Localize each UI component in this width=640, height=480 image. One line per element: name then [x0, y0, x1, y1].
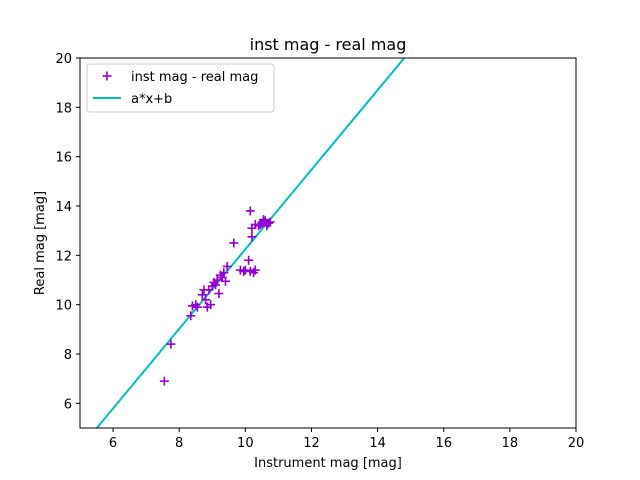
y-tick-label: 12 [55, 249, 72, 264]
legend: inst mag - real mag a*x+b [86, 63, 275, 113]
data-point [229, 238, 239, 248]
data-point [255, 220, 265, 229]
x-tick-label: 20 [568, 436, 585, 451]
x-tick-label: 6 [109, 436, 117, 451]
x-tick-label: 12 [303, 436, 320, 451]
data-point [222, 261, 232, 271]
x-tick-label: 10 [237, 436, 254, 451]
data-point [247, 232, 257, 242]
data-point [263, 218, 273, 228]
legend-plus [102, 71, 112, 81]
data-point [265, 217, 275, 227]
x-tick-label: 14 [369, 436, 386, 451]
x-tick-label: 16 [435, 436, 452, 451]
legend-box [86, 63, 275, 113]
data-point [259, 215, 269, 225]
data-point [220, 276, 230, 286]
data-point [197, 290, 207, 300]
data-point [219, 268, 229, 278]
axes-frame [79, 57, 577, 429]
data-point [192, 302, 202, 312]
plot-area [95, 58, 405, 428]
data-point [212, 275, 222, 285]
y-tick-label: 10 [55, 299, 72, 314]
data-point [201, 295, 211, 305]
data-point [166, 339, 176, 349]
y-tick-label: 8 [64, 348, 72, 363]
y-tick-label: 14 [55, 200, 72, 215]
y-tick-label: 20 [55, 52, 72, 67]
legend-label-line: a*x+b [131, 92, 172, 107]
x-axis-label: Instrument mag [mag] [254, 456, 402, 471]
x-tick-label: 8 [175, 436, 183, 451]
data-point [244, 255, 254, 265]
y-tick-label: 16 [55, 151, 72, 166]
fit-line [95, 58, 405, 428]
legend-label-scatter: inst mag - real mag [131, 70, 258, 85]
chart-title: inst mag - real mag [250, 35, 407, 54]
data-point [214, 289, 224, 299]
data-point [159, 376, 169, 386]
y-axis-label: Real mag [mag] [33, 191, 48, 295]
y-tick-label: 6 [64, 397, 72, 412]
data-point [245, 206, 255, 216]
axis-ticks: 6 8 10 12 14 16 18 20 6 8 10 12 14 16 18 20 [55, 52, 584, 451]
y-tick-label: 18 [55, 101, 72, 116]
legend-scatter-marker [102, 71, 112, 81]
data-point [186, 311, 196, 321]
data-point [211, 280, 221, 290]
data-point [250, 265, 260, 275]
data-point [240, 265, 250, 275]
data-point [206, 300, 216, 310]
x-tick-label: 18 [502, 436, 519, 451]
